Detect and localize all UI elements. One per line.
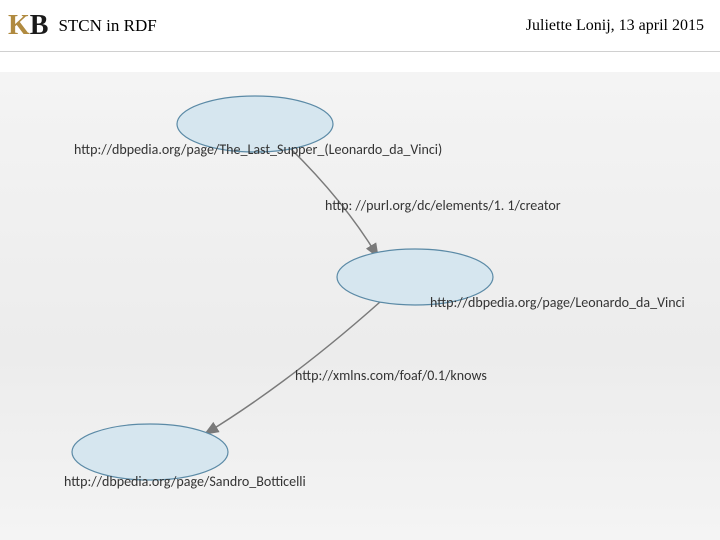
slide-header: KB STCN in RDF Juliette Lonij, 13 april … bbox=[0, 0, 720, 52]
node-label: http://dbpedia.org/page/The_Last_Supper_… bbox=[74, 141, 442, 158]
node-label: http://dbpedia.org/page/Sandro_Botticell… bbox=[64, 473, 306, 490]
logo-letter-k: K bbox=[8, 10, 30, 41]
graph-node bbox=[72, 424, 228, 480]
node-label: http://dbpedia.org/page/Leonardo_da_Vinc… bbox=[430, 294, 685, 311]
nodes-group: http://dbpedia.org/page/The_Last_Supper_… bbox=[64, 96, 685, 490]
kb-logo: KB bbox=[8, 12, 48, 40]
edge-label: http: //purl.org/dc/elements/1. 1/creato… bbox=[325, 197, 561, 214]
header-left: KB STCN in RDF bbox=[8, 12, 157, 40]
rdf-graph-diagram: http: //purl.org/dc/elements/1. 1/creato… bbox=[0, 72, 720, 540]
graph-svg: http: //purl.org/dc/elements/1. 1/creato… bbox=[0, 72, 720, 540]
logo-letter-b: B bbox=[30, 10, 49, 41]
slide-author: Juliette Lonij, 13 april 2015 bbox=[526, 17, 704, 35]
edge-label: http://xmlns.com/foaf/0.1/knows bbox=[295, 367, 487, 384]
slide-title: STCN in RDF bbox=[58, 16, 156, 36]
